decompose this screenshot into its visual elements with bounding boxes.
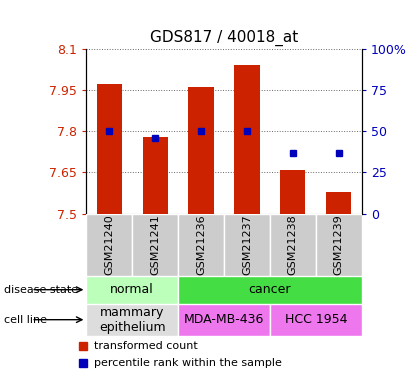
Bar: [97, 84, 122, 214]
Bar: [326, 192, 351, 214]
Text: GSM21237: GSM21237: [242, 214, 252, 275]
Text: HCC 1954: HCC 1954: [284, 313, 347, 326]
Bar: [178, 276, 362, 304]
Bar: [188, 87, 214, 214]
Bar: [86, 214, 132, 276]
Bar: [224, 214, 270, 276]
Text: GSM21239: GSM21239: [334, 214, 344, 275]
Text: GSM21238: GSM21238: [288, 214, 298, 275]
Text: disease state: disease state: [4, 285, 78, 295]
Bar: [143, 137, 168, 214]
Text: transformed count: transformed count: [94, 340, 198, 351]
Text: cell line: cell line: [4, 315, 47, 325]
Bar: [270, 304, 362, 336]
Text: GSM21236: GSM21236: [196, 214, 206, 275]
Bar: [316, 214, 362, 276]
Bar: [234, 65, 260, 214]
Bar: [280, 170, 305, 214]
Bar: [178, 214, 224, 276]
Text: percentile rank within the sample: percentile rank within the sample: [94, 358, 282, 368]
Bar: [132, 214, 178, 276]
Bar: [178, 304, 270, 336]
Text: GSM21240: GSM21240: [104, 214, 114, 275]
Text: GSM21241: GSM21241: [150, 214, 160, 275]
Text: cancer: cancer: [249, 283, 291, 296]
Text: MDA-MB-436: MDA-MB-436: [184, 313, 264, 326]
Text: mammary
epithelium: mammary epithelium: [99, 306, 166, 334]
Bar: [86, 276, 178, 304]
Bar: [270, 214, 316, 276]
Bar: [86, 304, 178, 336]
Text: normal: normal: [110, 283, 154, 296]
Title: GDS817 / 40018_at: GDS817 / 40018_at: [150, 30, 298, 46]
